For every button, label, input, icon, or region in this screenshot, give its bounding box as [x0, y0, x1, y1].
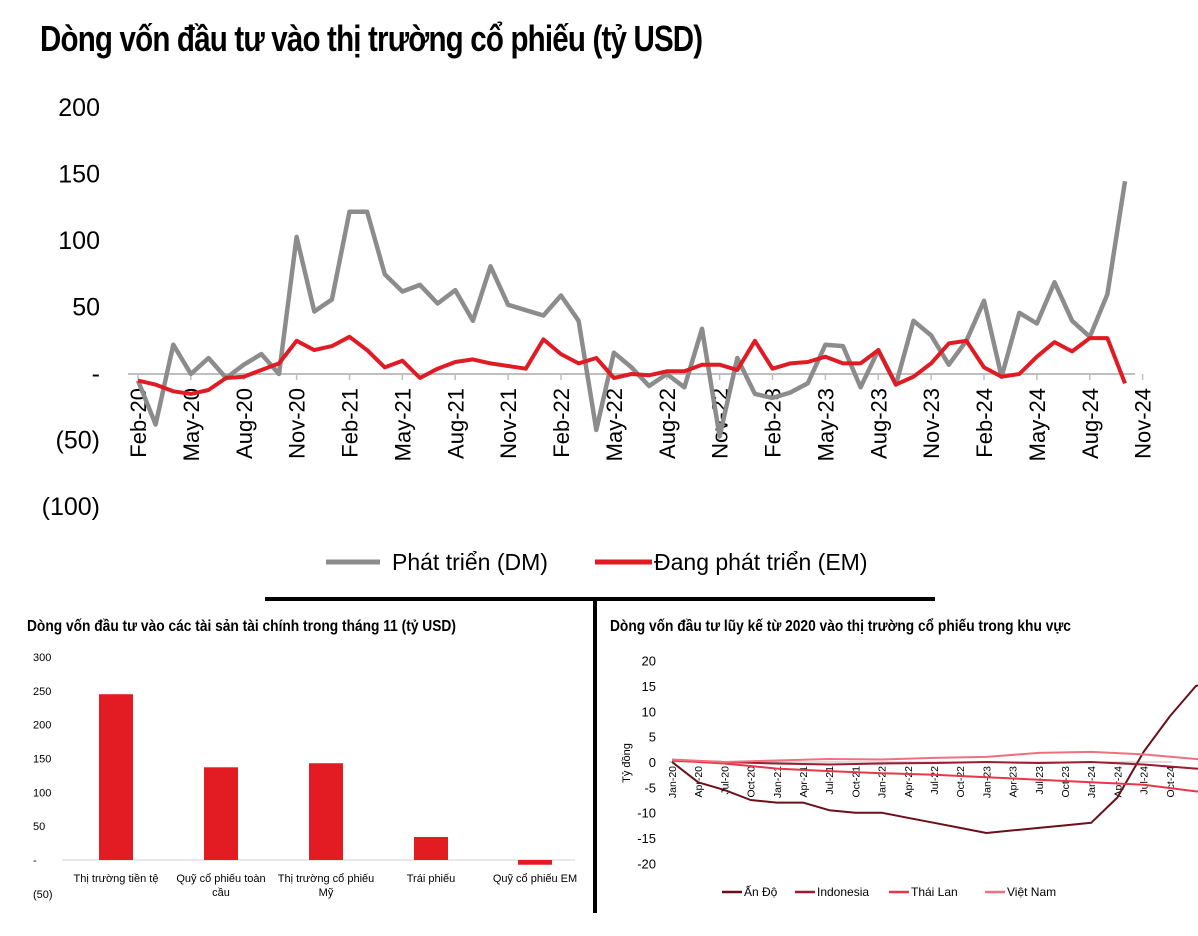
y-tick-label: 100	[58, 227, 100, 255]
bar-3	[414, 836, 448, 860]
y-tick-label: 10	[642, 704, 656, 719]
x-tick-label: Aug-21	[443, 388, 468, 459]
y-tick-label: 0	[649, 755, 656, 770]
cumulative-chart-title: Dòng vốn đầu tư lũy kế từ 2020 vào thị t…	[610, 618, 1071, 635]
legend-item-viet-nam-label: Việt Nam	[1007, 885, 1056, 899]
series-line-indonesia	[671, 759, 1198, 770]
y-tick-label: -5	[644, 780, 656, 795]
legend-item-an-do-label: Ấn Độ	[744, 884, 778, 899]
category-label: Thị trường tiền tệ	[74, 873, 159, 885]
x-tick-label: Feb-21	[338, 388, 363, 458]
y-tick-label: 5	[649, 730, 656, 745]
legend-label-dm: Phát triển (DM)	[392, 549, 548, 575]
y-tick-label: 200	[33, 720, 51, 732]
y-tick-label: 150	[58, 161, 100, 189]
x-tick-label: Feb-22	[549, 388, 574, 458]
x-tick-label: Jan-20	[667, 766, 679, 798]
y-tick-label: -	[92, 360, 100, 388]
series-line-thai-lan	[671, 759, 1198, 793]
series-line-dm	[135, 180, 1128, 439]
y-tick-label: 50	[72, 294, 100, 322]
category-label: Quỹ cổ phiếu EM	[493, 873, 577, 885]
legend-item-thai-lan-label: Thái Lan	[911, 885, 958, 899]
x-tick-label: May-23	[813, 388, 838, 461]
series-line-an-do	[671, 684, 1198, 834]
bar-4	[518, 860, 552, 865]
y-tick-label: -20	[637, 856, 656, 871]
main-chart-title: Dòng vốn đầu tư vào thị trường cổ phiếu …	[40, 18, 703, 59]
y-tick-label: 250	[33, 686, 51, 698]
y-tick-label: 100	[33, 787, 51, 799]
x-tick-label: Jul-21	[824, 766, 836, 795]
bar-2	[309, 763, 343, 860]
y-tick-label: -10	[637, 806, 656, 821]
x-tick-label: Aug-20	[232, 388, 257, 459]
x-tick-label: Aug-22	[655, 388, 680, 459]
x-tick-label: May-20	[179, 388, 204, 461]
legend-label-em: Đang phát triển (EM)	[654, 549, 867, 575]
category-label: Trái phiếu	[407, 873, 456, 885]
x-tick-label: Oct-21	[850, 766, 862, 798]
x-tick-label: Aug-23	[866, 388, 891, 459]
bar-chart-title: Dòng vốn đầu tư vào các tài sản tài chín…	[27, 618, 456, 635]
x-tick-label: Jul-24	[1139, 766, 1151, 795]
x-tick-label: Jan-23	[981, 766, 993, 798]
x-tick-label: Nov-21	[496, 388, 521, 459]
series-line-em	[137, 334, 1127, 396]
x-tick-label: Apr-23	[1008, 766, 1020, 798]
x-tick-label: May-24	[1025, 388, 1050, 461]
x-tick-label: Feb-24	[972, 388, 997, 458]
x-tick-label: Nov-20	[285, 388, 310, 459]
bar-chart: 300 250 200 150 100 50 - (50) Thị trường tiền tệ…	[33, 652, 577, 901]
category-label: Mỹ	[319, 887, 334, 899]
y-tick-label: -	[33, 855, 37, 867]
y-tick-label: (50)	[56, 427, 100, 455]
x-tick-label: Nov-24	[1131, 388, 1156, 459]
x-tick-label: Apr-24	[1112, 766, 1124, 798]
x-tick-label: Jul-20	[719, 766, 731, 795]
bar-0	[99, 694, 133, 860]
category-label: Quỹ cổ phiếu toàn	[176, 873, 265, 885]
y-tick-label: (100)	[42, 493, 100, 521]
x-tick-label: Oct-24	[1165, 766, 1177, 798]
series-line-viet-nam	[671, 750, 1198, 763]
y-tick-label: 150	[33, 754, 51, 766]
y-axis-label: Tỷ đồng	[621, 743, 633, 783]
y-tick-label: 200	[58, 94, 100, 122]
x-tick-label: Apr-22	[903, 766, 915, 798]
category-label: Thị trường cổ phiếu	[278, 873, 375, 885]
divider-horizontal	[265, 597, 935, 601]
divider-vertical	[593, 601, 597, 913]
x-tick-label: Apr-21	[798, 766, 810, 798]
y-tick-label: 20	[642, 654, 656, 669]
y-tick-label: 15	[642, 679, 656, 694]
x-tick-label: Oct-22	[955, 766, 967, 798]
legend-item-indonesia-label: Indonesia	[817, 885, 869, 899]
y-tick-label: -15	[637, 831, 656, 846]
y-tick-label: 50	[33, 821, 45, 833]
x-tick-label: Jan-22	[877, 766, 889, 798]
x-tick-label: Nov-23	[919, 388, 944, 459]
x-tick-label: Jul-22	[929, 766, 941, 795]
x-tick-label: Oct-20	[746, 766, 758, 798]
y-tick-label: (50)	[33, 889, 53, 901]
bar-1	[204, 767, 238, 860]
x-tick-label: May-21	[390, 388, 415, 461]
category-label: cầu	[212, 887, 230, 899]
x-tick-label: May-22	[602, 388, 627, 461]
x-tick-label: Jan-21	[772, 766, 784, 798]
x-tick-label: Aug-24	[1078, 388, 1103, 459]
y-tick-label: 300	[33, 652, 51, 664]
